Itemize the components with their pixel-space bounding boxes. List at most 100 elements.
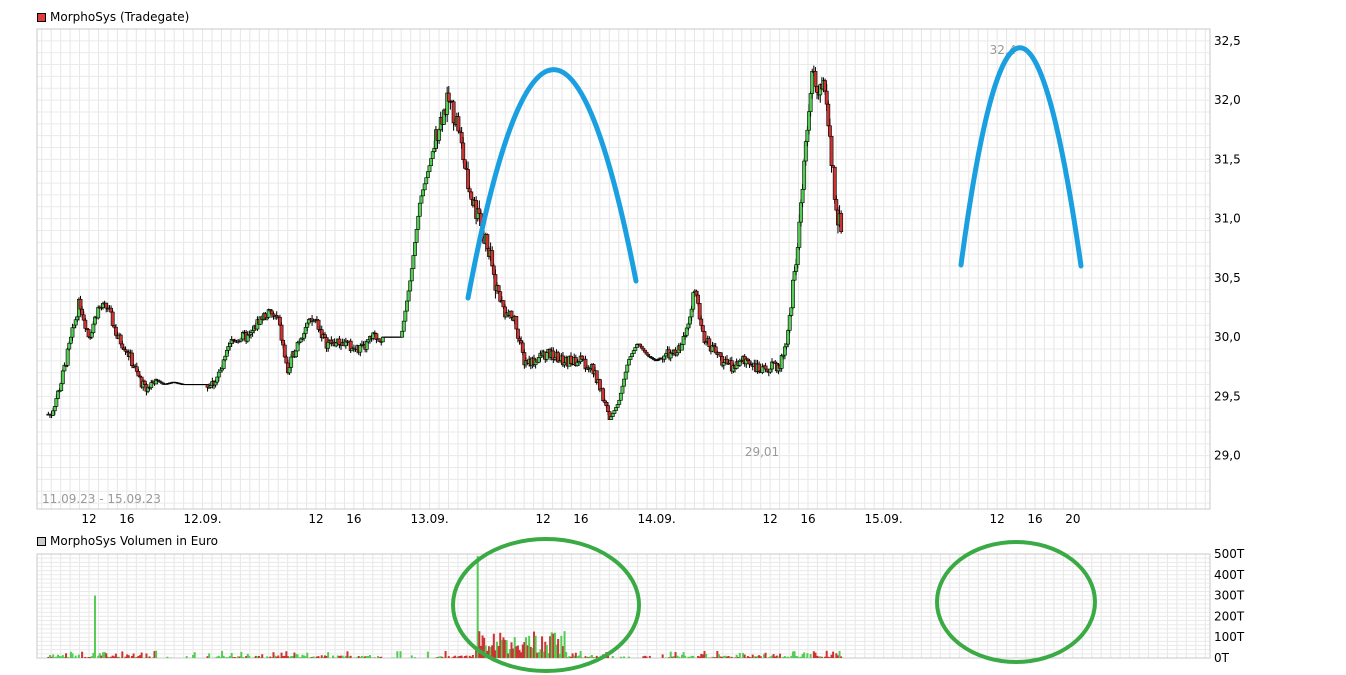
volume-bar [545, 644, 548, 658]
volume-bar [89, 656, 92, 658]
volume-bar [606, 655, 609, 658]
volume-bar [734, 657, 737, 658]
volume-bar [227, 657, 230, 658]
volume-bar [674, 651, 677, 658]
volume-bar [269, 656, 272, 658]
volume-bar [771, 655, 774, 658]
volume-bar [71, 653, 74, 658]
volume-bar [819, 656, 822, 658]
volume-bar [50, 656, 53, 658]
price-candle-body [425, 171, 430, 179]
volume-bar [756, 655, 759, 658]
volume-bar [266, 656, 269, 658]
volume-bar [787, 656, 790, 658]
volume-bar [496, 641, 499, 658]
volume-bar [65, 653, 68, 658]
volume-bar [809, 653, 812, 658]
volume-bar [491, 645, 494, 658]
volume-bar [557, 638, 560, 658]
volume-bar [494, 650, 497, 658]
volume-bar [295, 654, 298, 658]
volume-bar [47, 656, 50, 658]
price-candle-body [86, 329, 91, 338]
volume-bar [113, 656, 116, 658]
volume-bar [246, 653, 249, 658]
volume-bar [690, 655, 693, 658]
volume-bar [73, 657, 76, 658]
price-candle-body [216, 371, 221, 378]
price-candle-body [422, 183, 427, 191]
volume-bar [801, 654, 804, 658]
volume-bar [87, 657, 90, 658]
volume-bar [309, 657, 312, 658]
volume-bar [90, 656, 93, 658]
volume-bar [103, 651, 106, 658]
volume-bar [836, 655, 839, 658]
volume-bar [536, 652, 539, 658]
volume-y-tick-label: 200T [1214, 609, 1245, 623]
volume-bar [116, 656, 119, 658]
volume-bar [315, 656, 318, 658]
volume-bar [317, 656, 320, 658]
volume-bar [669, 651, 672, 658]
price-candle-body [699, 318, 704, 326]
volume-bar [336, 655, 339, 658]
volume-bar [825, 650, 828, 658]
volume-bar [341, 655, 344, 658]
volume-bar [769, 656, 772, 658]
price-y-tick-label: 29,0 [1214, 449, 1241, 463]
volume-bar [574, 652, 577, 658]
price-candle-body [641, 347, 646, 351]
volume-bar [303, 655, 306, 658]
volume-bar [217, 655, 220, 658]
price-candle-body [496, 285, 501, 292]
volume-bar [642, 656, 645, 658]
volume-bar [743, 654, 746, 658]
volume-bar [587, 657, 590, 658]
volume-bar [55, 656, 58, 658]
volume-bar [672, 656, 675, 658]
x-tick-label: 20 [1065, 512, 1080, 526]
volume-bar [814, 652, 817, 658]
volume-bar [483, 637, 486, 658]
price-candle-body [130, 352, 134, 367]
x-tick-label: 16 [573, 512, 588, 526]
price-candle-body [625, 364, 630, 373]
price-candle-body [760, 366, 765, 373]
volume-bar [645, 656, 648, 658]
volume-bar [729, 656, 732, 658]
volume-bar [661, 654, 664, 658]
x-tick-label: 15.09. [865, 512, 903, 526]
price-candle-body [763, 365, 768, 370]
price-candle-body [149, 382, 154, 388]
volume-bar [298, 657, 301, 658]
volume-bar [441, 656, 444, 658]
price-candle-body [626, 359, 631, 366]
volume-bar [676, 655, 679, 658]
volume-bar [135, 657, 138, 658]
volume-bar [93, 595, 96, 658]
volume-bar [377, 655, 380, 658]
volume-bar [531, 648, 534, 658]
price-candle-body [60, 370, 65, 384]
volume-bar [98, 653, 101, 658]
volume-bar [552, 633, 555, 658]
volume-bar [192, 654, 195, 658]
volume-bar [547, 653, 550, 658]
volume-bar [478, 631, 481, 658]
volume-bar [521, 644, 524, 658]
volume-bar [248, 655, 251, 658]
volume-y-tick-label: 300T [1214, 589, 1245, 603]
volume-bar [293, 652, 296, 658]
volume-bar [124, 656, 127, 658]
price-candle-body [622, 378, 626, 387]
volume-bar [393, 657, 396, 658]
price-y-tick-label: 32,0 [1214, 93, 1241, 107]
volume-bar [74, 655, 77, 658]
price-candle-body [289, 356, 294, 368]
price-candle-body [437, 129, 442, 141]
volume-bar [563, 631, 566, 658]
volume-bar [515, 646, 518, 658]
price-candle-body [405, 300, 409, 312]
price-candle-body [610, 413, 615, 417]
